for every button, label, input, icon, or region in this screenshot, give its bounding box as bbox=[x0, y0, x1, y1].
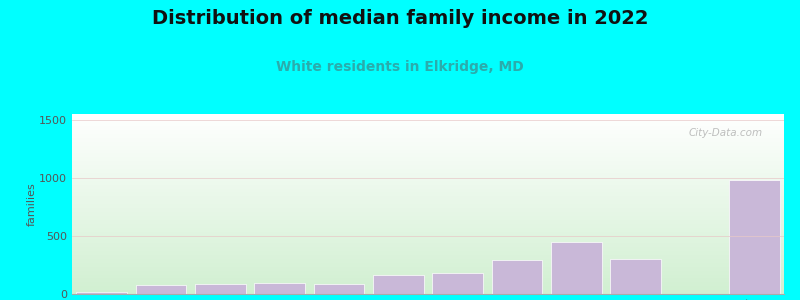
Bar bbox=[254, 283, 305, 294]
Bar bbox=[373, 275, 423, 294]
Bar bbox=[729, 180, 779, 294]
Bar bbox=[195, 284, 246, 294]
Text: Distribution of median family income in 2022: Distribution of median family income in … bbox=[152, 9, 648, 28]
Bar bbox=[610, 259, 661, 294]
Bar bbox=[77, 292, 127, 294]
Bar bbox=[492, 260, 542, 294]
Bar bbox=[551, 242, 602, 294]
Bar bbox=[433, 272, 483, 294]
Bar bbox=[136, 285, 186, 294]
Bar bbox=[314, 284, 364, 294]
Text: City-Data.com: City-Data.com bbox=[689, 128, 762, 138]
Text: White residents in Elkridge, MD: White residents in Elkridge, MD bbox=[276, 60, 524, 74]
Y-axis label: families: families bbox=[26, 182, 36, 226]
